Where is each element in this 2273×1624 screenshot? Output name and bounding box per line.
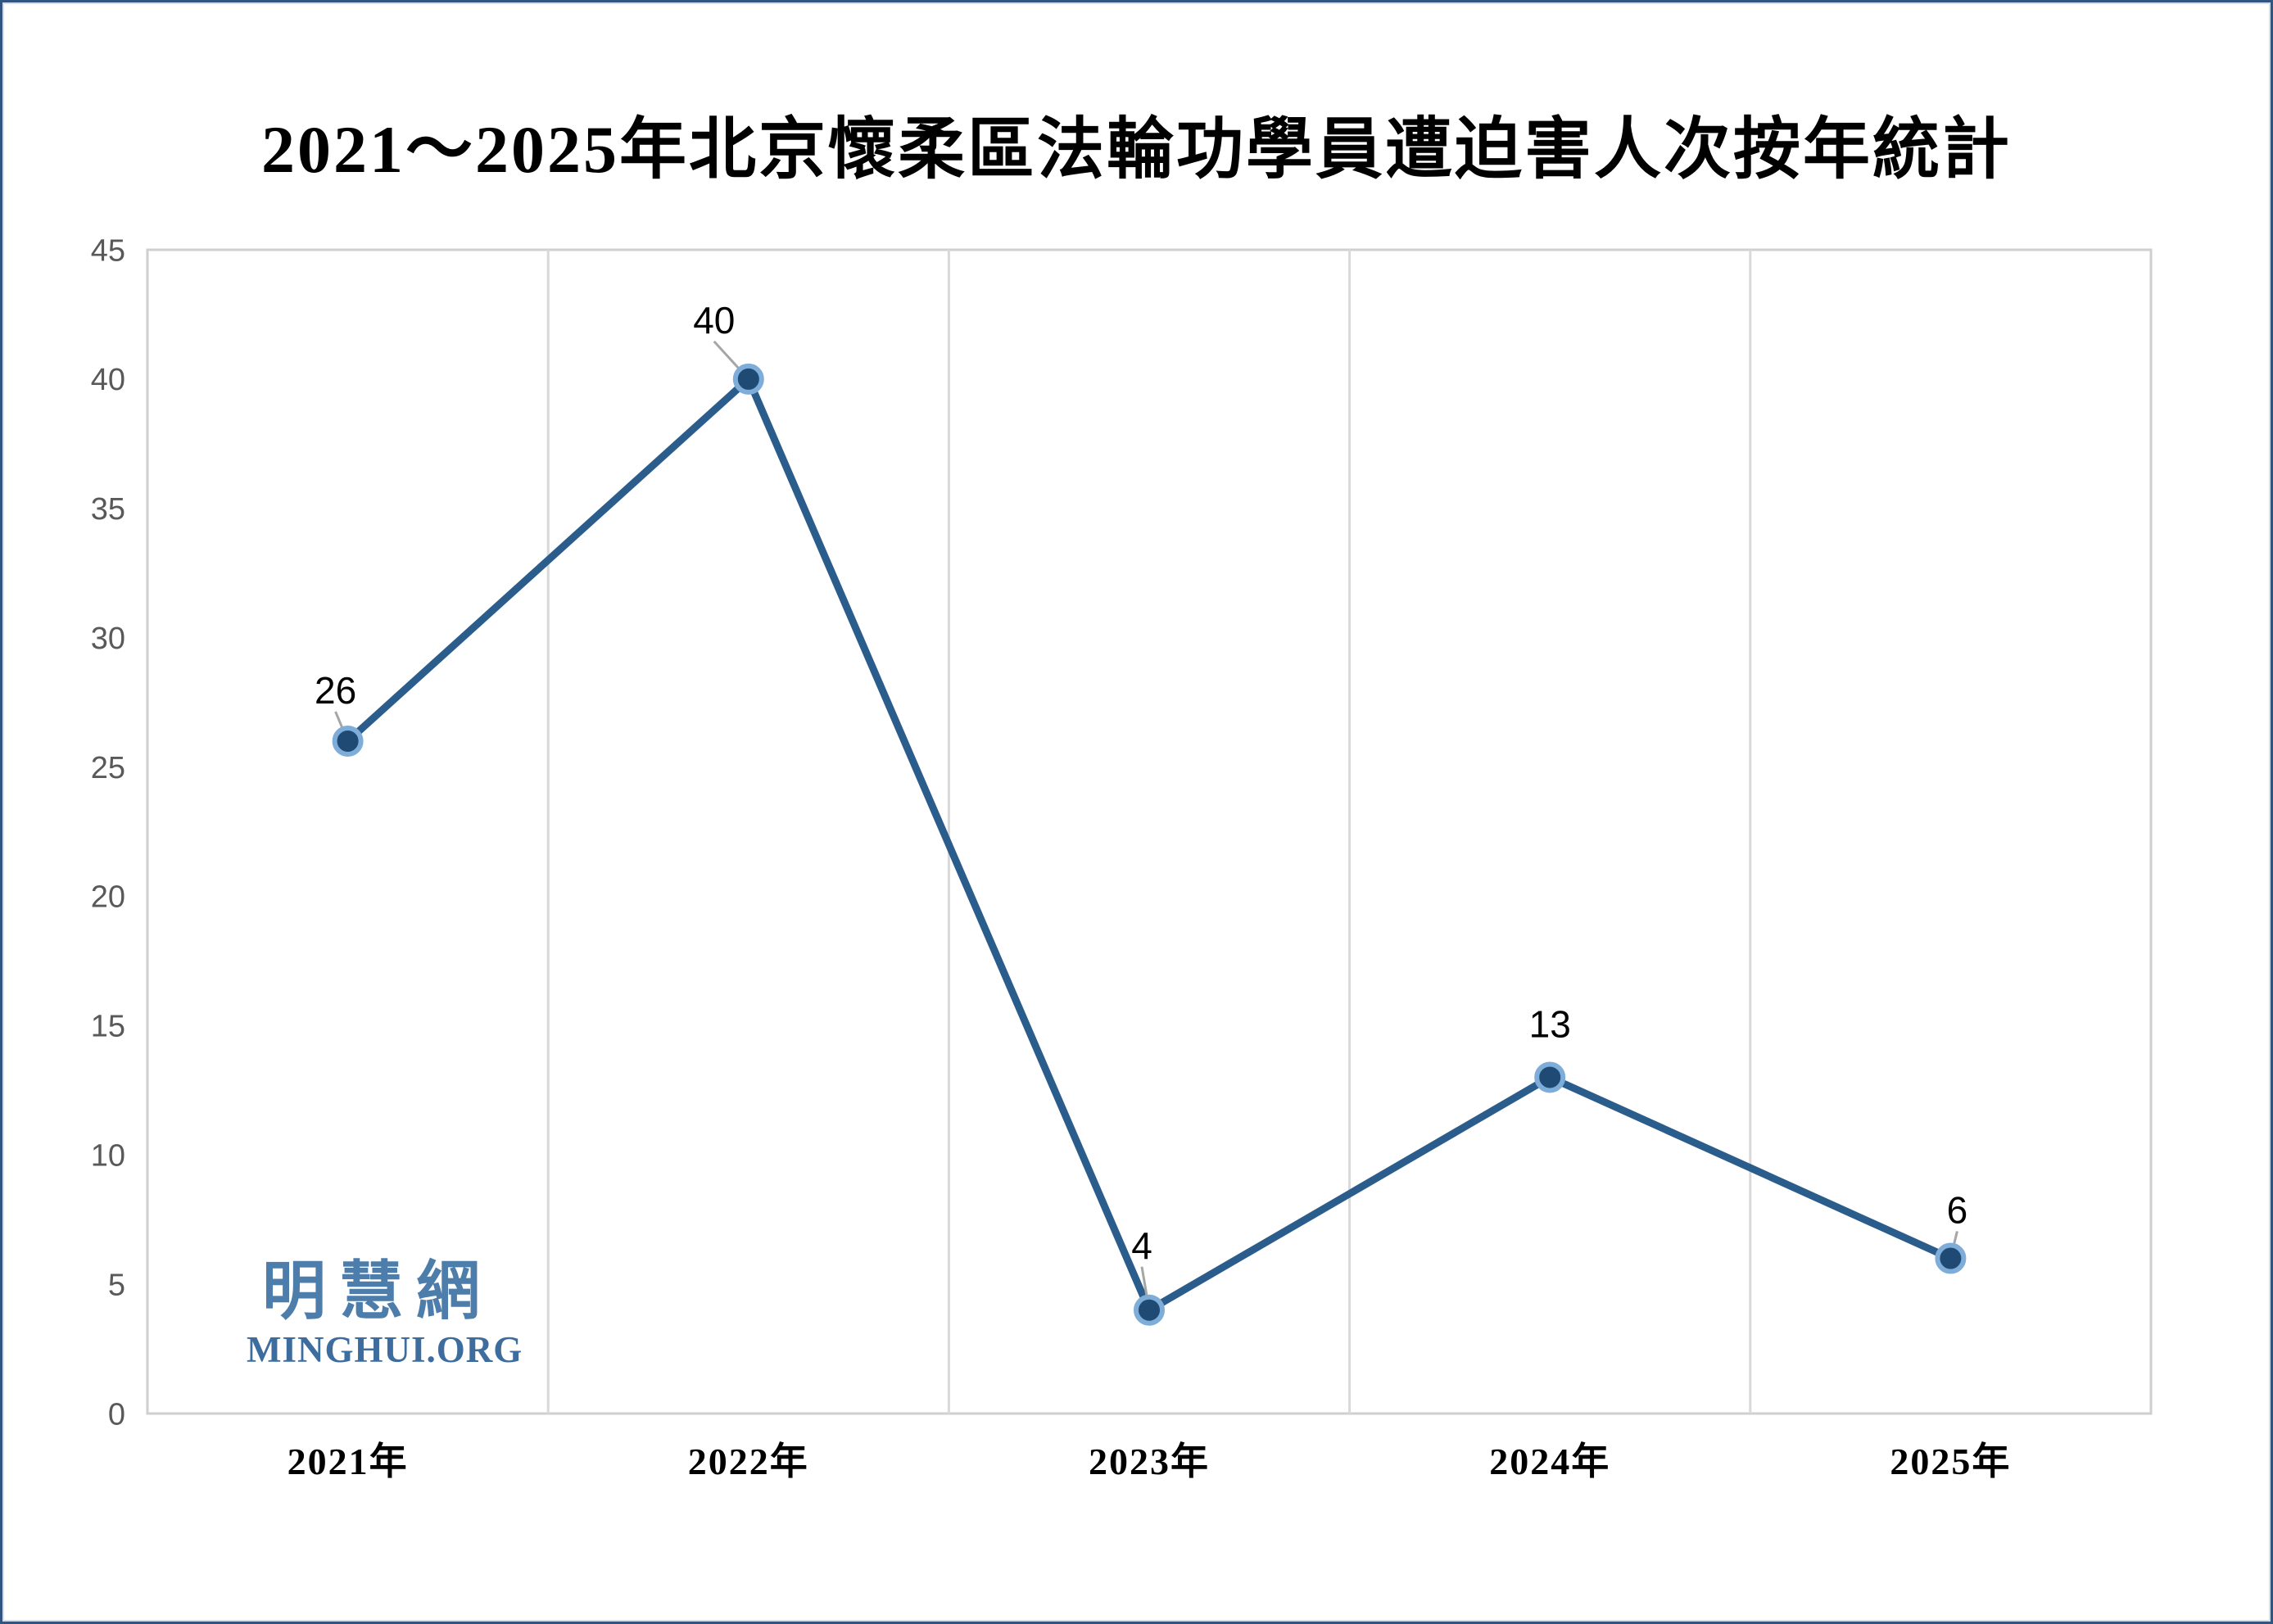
y-axis-tick-label: 40 bbox=[91, 363, 125, 397]
y-axis-tick-label: 35 bbox=[91, 492, 125, 527]
y-axis-tick-label: 25 bbox=[91, 751, 125, 785]
data-point-marker bbox=[1935, 1242, 1967, 1274]
watermark-cjk-text: 明慧網 bbox=[261, 1255, 493, 1327]
series-line bbox=[344, 375, 1954, 1314]
plot-area-border bbox=[146, 248, 2153, 1415]
data-point-value-label: 13 bbox=[1529, 1003, 1571, 1046]
data-point-value-label: 6 bbox=[1947, 1189, 1968, 1232]
y-axis-tick-label: 5 bbox=[108, 1268, 125, 1302]
chart-title: 2021～2025年北京懷柔區法輪功學員遭迫害人次按年統計 bbox=[260, 112, 2012, 187]
y-axis-tick-label: 45 bbox=[91, 233, 125, 268]
data-point-value-label: 4 bbox=[1131, 1224, 1152, 1267]
data-point-marker bbox=[1534, 1061, 1566, 1093]
y-axis-tick-label: 0 bbox=[108, 1397, 125, 1432]
x-axis-category-label: 2022年 bbox=[688, 1441, 809, 1482]
data-point-marker bbox=[732, 363, 764, 395]
minghui-watermark: 明慧網 MINGHUI.ORG bbox=[247, 1254, 523, 1370]
data-point-marker bbox=[1134, 1294, 1165, 1326]
data-point-value-label: 26 bbox=[315, 669, 356, 712]
x-axis-category-label: 2021年 bbox=[288, 1441, 409, 1482]
watermark-latin-text: MINGHUI.ORG bbox=[247, 1329, 523, 1370]
y-axis-tick-label: 15 bbox=[91, 1010, 125, 1044]
data-point-marker bbox=[332, 725, 364, 757]
y-axis-tick-label: 10 bbox=[91, 1139, 125, 1174]
x-axis-category-label: 2025年 bbox=[1890, 1441, 2011, 1482]
y-axis-tick-label: 20 bbox=[91, 880, 125, 915]
y-axis-tick-label: 30 bbox=[91, 622, 125, 656]
data-point-value-label: 40 bbox=[693, 299, 735, 342]
x-axis-category-label: 2024年 bbox=[1489, 1441, 1610, 1482]
x-axis-category-label: 2023年 bbox=[1089, 1441, 1210, 1482]
